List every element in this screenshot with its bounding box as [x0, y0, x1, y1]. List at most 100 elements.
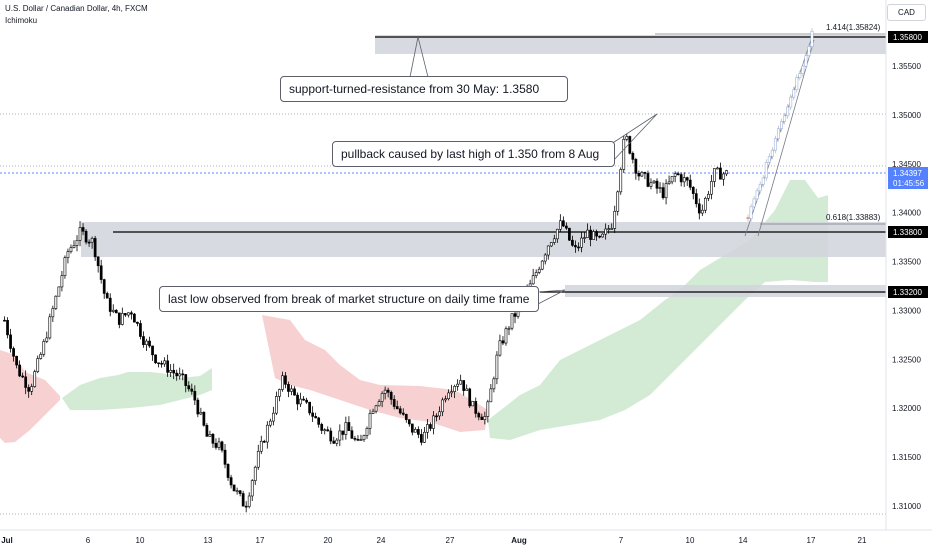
candle-body	[96, 256, 100, 267]
candle-body	[347, 422, 351, 431]
currency-selector[interactable]: CAD	[887, 4, 926, 21]
projected-candle-body	[780, 121, 784, 130]
candle-body	[462, 380, 466, 391]
candle-body	[413, 429, 417, 433]
candle-body	[57, 286, 61, 297]
candle-body	[498, 340, 502, 356]
candle-body	[468, 388, 472, 407]
candle-body	[154, 354, 157, 364]
callout-2-pointer-b	[611, 113, 658, 163]
candle-body	[105, 293, 109, 299]
candle-body	[265, 424, 269, 443]
candle-body	[658, 187, 662, 189]
candle-body	[157, 362, 160, 365]
candle-body	[21, 375, 24, 378]
candle-body	[229, 477, 233, 486]
candle-body	[558, 220, 562, 230]
time-tick-label: Jul	[1, 536, 13, 545]
candle-body	[338, 430, 342, 441]
candle-body	[374, 405, 378, 412]
cloud-bullish-left	[62, 368, 212, 410]
candle-body	[211, 433, 215, 444]
indicator-label[interactable]: Ichimoku	[5, 16, 38, 25]
price-axis[interactable]: 1.35500 1.35000 1.34500 1.34000 1.33500 1.330…	[892, 62, 921, 511]
candle-body	[386, 389, 390, 393]
candle-body	[335, 439, 339, 444]
candle-body	[127, 312, 130, 316]
candle-body	[235, 490, 239, 493]
candle-body	[33, 371, 37, 387]
candle-body	[592, 231, 595, 240]
candle-body	[534, 272, 538, 276]
candle-body	[688, 179, 692, 188]
candle-body	[305, 399, 308, 403]
candle-body	[389, 391, 393, 400]
candle-body	[15, 355, 18, 366]
projected-candles	[746, 28, 814, 222]
candle-body	[700, 209, 704, 214]
candle-body	[84, 230, 88, 243]
price-tick-label: 1.35500	[892, 62, 921, 71]
candle-body	[619, 169, 623, 193]
candle-body	[232, 484, 236, 492]
candle-body	[565, 225, 568, 229]
tag-level-1338-text: 1.33800	[893, 228, 922, 237]
candle-body	[583, 237, 586, 239]
candle-body	[30, 386, 34, 392]
projected-candle-body	[761, 177, 765, 185]
candle-body	[486, 401, 490, 417]
candle-body	[238, 490, 242, 494]
candle-body	[302, 398, 305, 401]
candle-body	[604, 228, 608, 235]
callout-last-low: last low observed from break of market s…	[159, 286, 539, 312]
candles	[3, 134, 728, 513]
candle-body	[697, 203, 701, 214]
candle-body	[368, 413, 372, 429]
candle-body	[586, 229, 589, 238]
candle-body	[202, 412, 206, 426]
countdown-text: 01:45:56	[893, 179, 925, 188]
candle-body	[601, 233, 604, 238]
resistance-zone-1358	[375, 35, 886, 54]
candle-body	[589, 229, 592, 240]
candle-body	[489, 388, 493, 403]
candle-body	[172, 369, 176, 374]
time-tick-label: 10	[136, 536, 145, 545]
candle-body	[404, 414, 408, 420]
time-tick-label: 24	[377, 536, 386, 545]
candle-body	[649, 182, 653, 187]
projected-candle-body	[801, 65, 805, 74]
candle-body	[432, 415, 435, 429]
candle-body	[123, 313, 127, 316]
candle-body	[713, 168, 716, 182]
candle-body	[643, 172, 647, 174]
candle-body	[317, 417, 321, 425]
candle-body	[81, 227, 85, 232]
candle-body	[679, 174, 683, 183]
candle-body	[410, 423, 414, 433]
candle-body	[691, 187, 695, 194]
candle-body	[247, 495, 251, 507]
candle-body	[510, 313, 514, 329]
candle-body	[42, 341, 46, 355]
callout-1-pointer-b	[417, 36, 429, 78]
candle-body	[571, 239, 574, 246]
price-tick-label: 1.32500	[892, 355, 921, 364]
candle-body	[287, 384, 290, 392]
projected-candle-body	[810, 30, 814, 47]
time-tick-label: Aug	[511, 536, 527, 545]
tag-level-1332-text: 1.33200	[893, 288, 922, 297]
time-axis[interactable]: Jul 6 10 13 17 20 24 27 Aug 7 10 14 17 21	[1, 536, 867, 545]
candle-body	[350, 430, 354, 439]
candle-body	[707, 193, 710, 199]
candle-body	[259, 440, 263, 452]
projected-candle-body	[764, 161, 768, 179]
candle-body	[667, 181, 671, 184]
candle-body	[719, 167, 722, 180]
candle-body	[87, 241, 91, 244]
candle-body	[471, 401, 475, 407]
callout-3-pointer	[537, 289, 566, 293]
projected-candle-body	[795, 77, 799, 91]
candle-body	[670, 175, 674, 183]
